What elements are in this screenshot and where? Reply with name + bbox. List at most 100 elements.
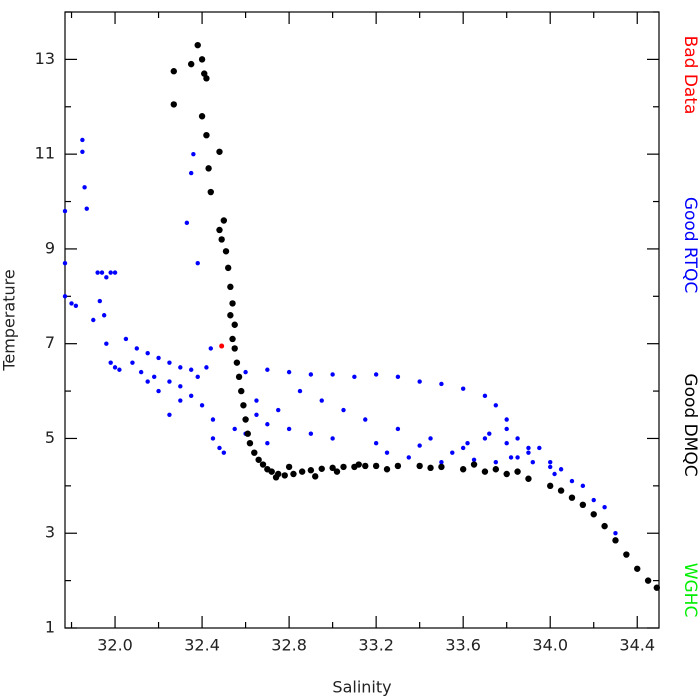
point — [178, 384, 183, 389]
legend-entry: WGHC — [680, 563, 700, 618]
point — [470, 461, 478, 468]
point — [188, 367, 194, 372]
point — [514, 468, 521, 475]
point — [427, 464, 434, 472]
point — [123, 336, 129, 342]
point — [167, 379, 172, 384]
point — [265, 367, 270, 372]
x-tick-label: 32.8 — [271, 636, 307, 655]
point — [184, 220, 190, 226]
point — [417, 443, 422, 448]
point — [73, 303, 79, 308]
y-axis-label: Temperature — [0, 269, 19, 371]
point — [170, 68, 177, 75]
point — [394, 462, 402, 470]
point — [242, 416, 249, 423]
point — [307, 467, 315, 474]
point — [203, 75, 210, 82]
point — [138, 369, 144, 375]
point — [333, 468, 341, 475]
point — [99, 270, 105, 275]
point — [276, 407, 281, 413]
point — [653, 584, 661, 591]
point — [623, 551, 630, 558]
plot-frame — [64, 11, 660, 629]
point — [340, 463, 347, 471]
point — [492, 466, 500, 473]
point — [372, 462, 380, 470]
point — [537, 445, 542, 451]
point — [108, 270, 113, 275]
point — [207, 188, 214, 196]
point — [644, 577, 652, 584]
point — [590, 511, 597, 518]
point — [243, 369, 248, 375]
point — [285, 463, 293, 471]
point — [568, 494, 576, 501]
point — [156, 355, 161, 361]
y-tick-label: 9 — [45, 238, 55, 257]
point — [188, 393, 194, 399]
point — [167, 360, 172, 365]
point — [308, 372, 314, 377]
point — [265, 422, 270, 427]
point — [406, 455, 411, 460]
point — [221, 450, 227, 455]
point — [229, 335, 236, 343]
point — [395, 426, 401, 432]
point — [352, 374, 357, 380]
point — [188, 170, 194, 176]
point — [204, 365, 209, 370]
point — [130, 360, 135, 365]
point — [504, 426, 509, 432]
point — [178, 398, 183, 403]
legend-entry: Good RTQC — [680, 197, 700, 293]
point — [195, 374, 200, 380]
point — [222, 248, 230, 255]
point — [438, 463, 445, 471]
point — [220, 217, 228, 224]
point — [526, 445, 531, 451]
point — [329, 464, 336, 472]
point — [210, 417, 216, 422]
x-tick-label: 34.4 — [619, 636, 655, 655]
point — [515, 436, 520, 441]
point — [240, 402, 247, 409]
point — [508, 455, 514, 460]
point — [97, 298, 103, 304]
y-tick-label: 11 — [35, 144, 55, 163]
point — [199, 403, 205, 408]
point — [417, 379, 422, 384]
point — [117, 367, 122, 372]
point — [395, 374, 401, 380]
point — [203, 132, 210, 139]
point — [101, 313, 107, 318]
point — [481, 468, 489, 475]
point — [504, 417, 509, 422]
point — [330, 436, 335, 441]
point — [318, 465, 325, 472]
point — [187, 60, 195, 68]
point — [297, 388, 303, 394]
point — [493, 403, 499, 408]
point — [383, 466, 391, 473]
point — [613, 531, 618, 536]
point — [198, 56, 206, 63]
point — [62, 260, 68, 266]
point — [178, 365, 183, 370]
point — [167, 412, 172, 417]
point — [210, 436, 216, 441]
x-tick-label: 32.0 — [97, 636, 133, 655]
point — [156, 388, 161, 394]
point — [104, 341, 109, 346]
point — [244, 430, 251, 437]
point — [205, 165, 212, 172]
point — [548, 459, 553, 465]
point — [428, 436, 433, 441]
x-axis-label: Salinity — [332, 678, 391, 697]
point — [254, 412, 259, 417]
point — [62, 208, 68, 214]
x-tick-label: 33.2 — [358, 636, 394, 655]
point — [69, 301, 74, 306]
